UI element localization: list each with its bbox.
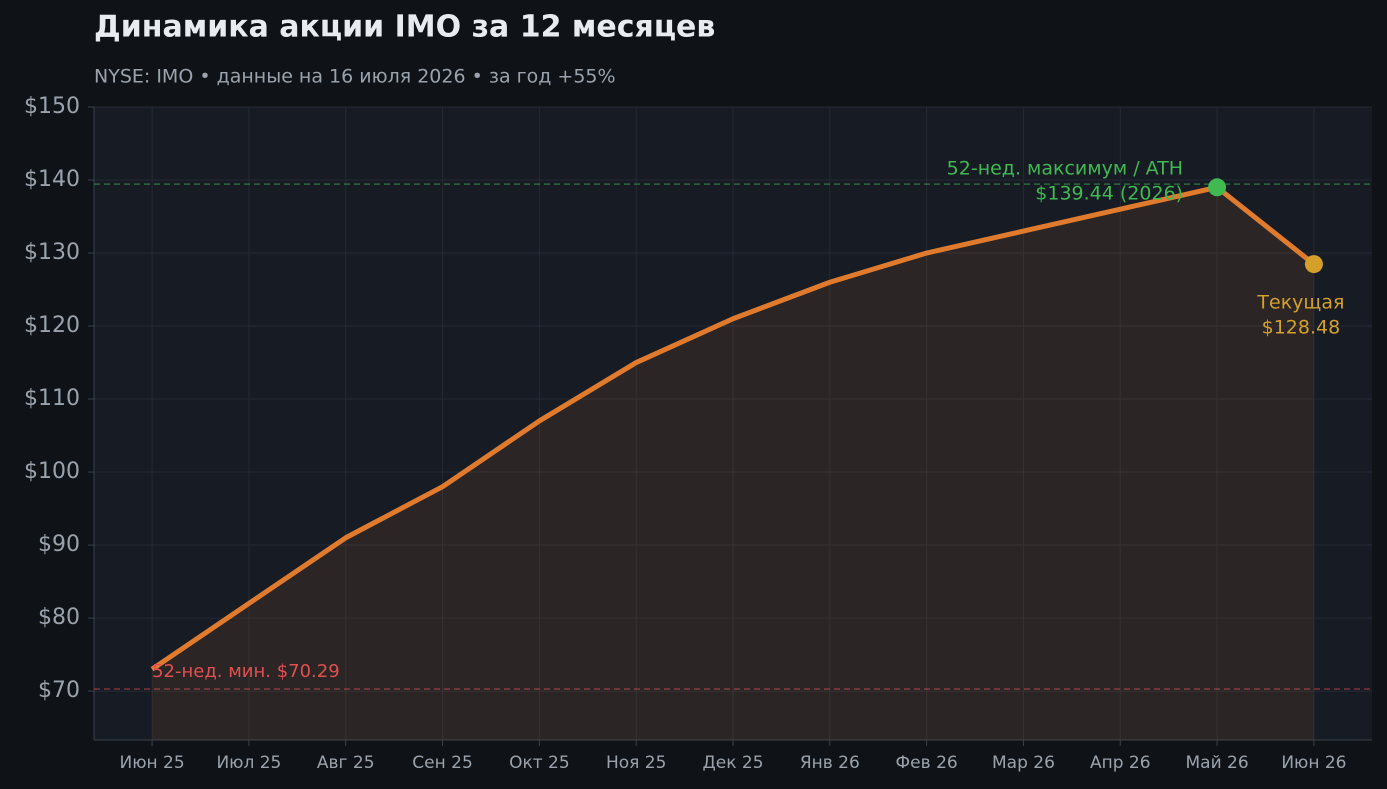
y-tick-label: $110 [24, 386, 80, 411]
x-tick-label: Авг 25 [317, 753, 375, 773]
x-tick-label: Сен 25 [412, 753, 472, 773]
current-label: Текущая [1256, 292, 1344, 314]
max-sublabel: $139.44 (2026) [1035, 183, 1183, 205]
y-tick-label: $150 [24, 94, 80, 119]
x-tick-label: Дек 25 [702, 753, 763, 773]
max-label: 52-нед. максимум / ATH [947, 158, 1183, 180]
y-tick-label: $140 [24, 167, 80, 192]
y-tick-label: $120 [24, 313, 80, 338]
y-tick-label: $130 [24, 240, 80, 265]
y-tick-label: $80 [38, 605, 80, 630]
y-tick-label: $90 [38, 532, 80, 557]
current-value-label: $128.48 [1262, 317, 1341, 339]
current-point [1304, 255, 1323, 274]
x-tick-label: Мар 26 [992, 753, 1055, 773]
min-label: 52-нед. мин. $70.29 [152, 661, 340, 682]
x-tick-label: Янв 26 [800, 753, 860, 773]
chart-title: Динамика акции IMO за 12 месяцев [94, 10, 715, 45]
chart-subtitle: NYSE: IMO • данные на 16 июля 2026 • за … [94, 66, 616, 88]
x-tick-label: Фев 26 [896, 753, 958, 773]
x-tick-label: Июн 26 [1281, 753, 1346, 773]
y-tick-label: $70 [38, 678, 80, 703]
x-tick-label: Июн 25 [119, 753, 184, 773]
x-tick-label: Июл 25 [216, 753, 281, 773]
x-tick-label: Ноя 25 [606, 753, 666, 773]
y-tick-label: $100 [24, 459, 80, 484]
area-fill [152, 187, 1314, 741]
max-point [1208, 178, 1227, 197]
x-tick-label: Апр 26 [1090, 753, 1151, 773]
x-tick-label: Окт 25 [509, 753, 570, 773]
x-tick-label: Май 26 [1186, 753, 1249, 773]
line [150, 184, 1316, 672]
